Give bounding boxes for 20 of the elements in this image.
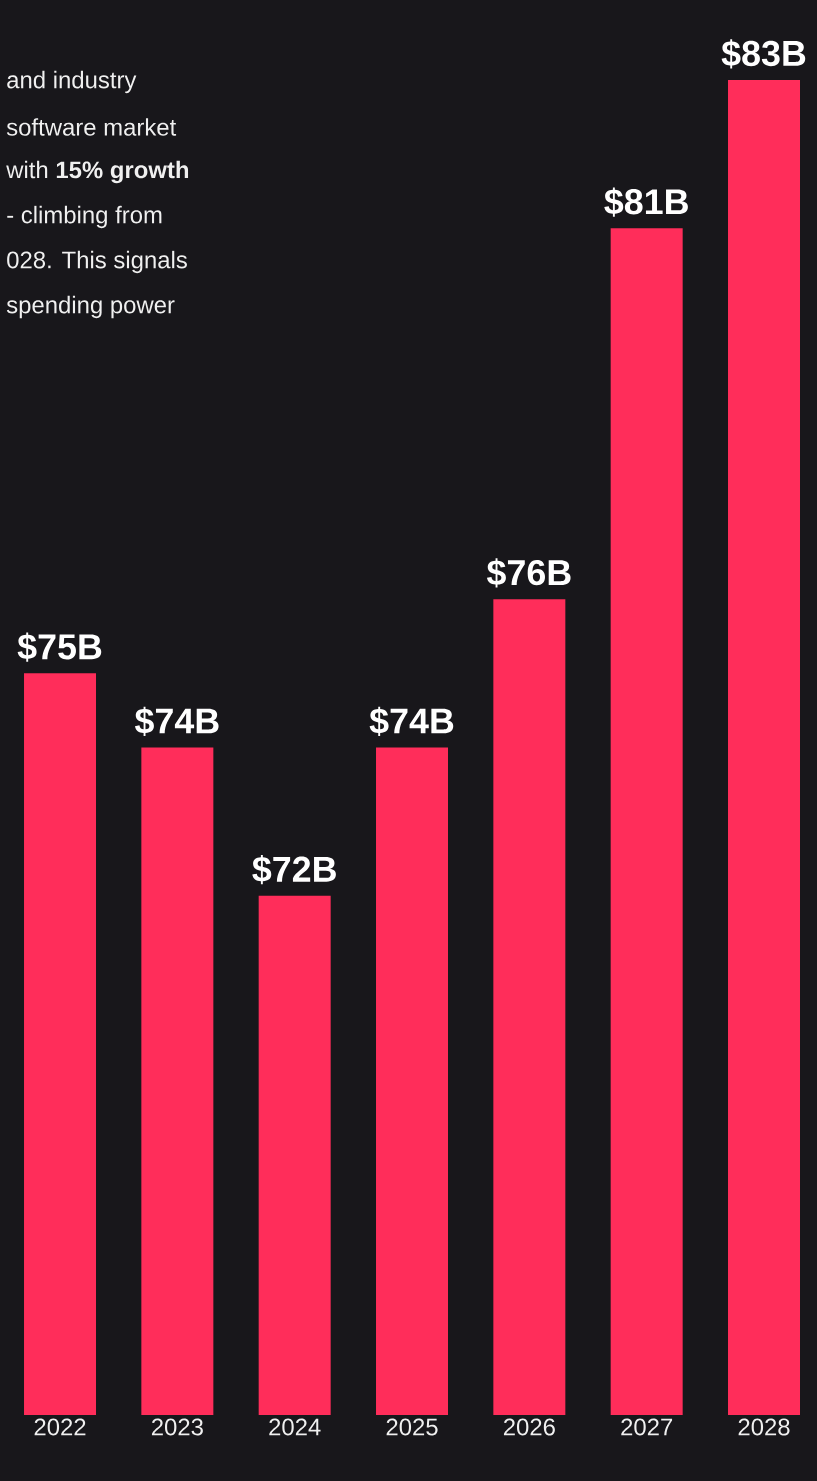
data-label: $75B [17, 632, 102, 662]
annotation: - climbing from [7, 205, 162, 229]
x-tick-label: 2027 [621, 1418, 673, 1436]
annotation: spending power [6, 295, 175, 319]
x-tick-label: 2025 [386, 1418, 438, 1436]
data-label: $83B [721, 39, 806, 69]
x-tick-label: 2022 [34, 1418, 86, 1436]
annotation: 028. This signals [7, 250, 187, 274]
x-tick-label: 2028 [738, 1418, 790, 1436]
data-label: $74B [134, 706, 219, 736]
annotation: and industry [7, 70, 137, 94]
data-label: $76B [486, 558, 571, 588]
annotation: software market [6, 118, 177, 136]
x-tick-label: 2023 [151, 1418, 203, 1436]
x-tick-label: 2026 [503, 1418, 555, 1436]
data-label: $81B [604, 187, 688, 217]
x-tick-label: 2024 [269, 1418, 321, 1436]
data-label: $72B [252, 855, 336, 885]
data-label: $74B [369, 706, 454, 736]
annotation: with 15% growth [6, 160, 189, 184]
